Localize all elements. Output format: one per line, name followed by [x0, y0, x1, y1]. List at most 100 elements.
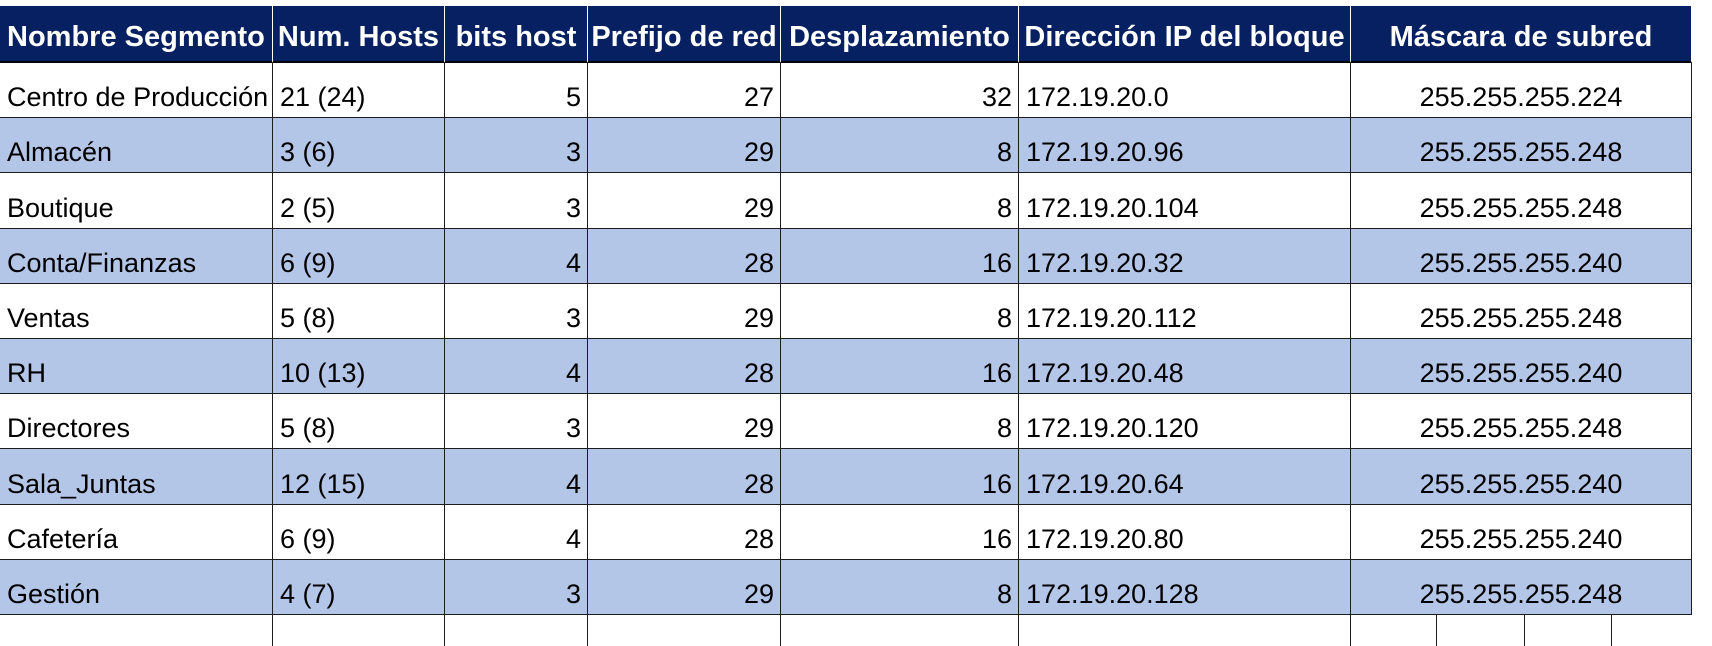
cell-segment-name[interactable]: Gestión: [0, 559, 273, 615]
cell-bits-host[interactable]: 4: [445, 504, 588, 560]
cell-segment-name[interactable]: Ventas: [0, 283, 273, 339]
cell-text: 6 (9): [280, 523, 336, 554]
header-cell-subnet-mask[interactable]: Máscara de subred: [1351, 6, 1692, 63]
cell-text: 28: [743, 468, 774, 499]
cell-offset[interactable]: 16: [781, 339, 1019, 395]
cell-bits-host[interactable]: 3: [445, 283, 588, 339]
cell-offset[interactable]: 8: [781, 559, 1019, 615]
cell-network-prefix[interactable]: 29: [588, 118, 781, 174]
cell-num-hosts[interactable]: 2 (5): [273, 173, 445, 229]
cell-text: Desplazamiento: [789, 21, 1010, 53]
cell-bits-host[interactable]: 3: [445, 559, 588, 615]
cell-network-prefix[interactable]: 28: [588, 504, 781, 560]
cell-num-hosts[interactable]: 12 (15): [273, 449, 445, 505]
cell-network-prefix[interactable]: 29: [588, 283, 781, 339]
cell-num-hosts[interactable]: 6 (9): [273, 504, 445, 560]
empty-cell[interactable]: [781, 615, 1019, 646]
table-row: Sala_Juntas 12 (15) 4 28 16 172.19.20.64 255.2…: [0, 449, 1712, 505]
cell-text: 5 (8): [280, 302, 336, 333]
cell-network-prefix[interactable]: 27: [588, 63, 781, 119]
empty-cell[interactable]: [1525, 615, 1612, 646]
cell-num-hosts[interactable]: 21 (24): [273, 63, 445, 119]
empty-cell[interactable]: [1437, 615, 1525, 646]
cell-text: 2 (5): [280, 192, 336, 223]
cell-offset[interactable]: 16: [781, 504, 1019, 560]
cell-segment-name[interactable]: RH: [0, 339, 273, 395]
cell-subnet-mask[interactable]: 255.255.255.240: [1351, 449, 1692, 505]
cell-text: 8: [996, 302, 1012, 333]
cell-block-ip[interactable]: 172.19.20.32: [1019, 228, 1351, 284]
header-cell-block-ip[interactable]: Dirección IP del bloque: [1019, 6, 1351, 63]
cell-segment-name[interactable]: Conta/Finanzas: [0, 228, 273, 284]
cell-subnet-mask[interactable]: 255.255.255.248: [1351, 394, 1692, 450]
empty-cell[interactable]: [273, 615, 445, 646]
cell-subnet-mask[interactable]: 255.255.255.248: [1351, 173, 1692, 229]
cell-num-hosts[interactable]: 4 (7): [273, 559, 445, 615]
cell-subnet-mask[interactable]: 255.255.255.224: [1351, 63, 1692, 119]
cell-segment-name[interactable]: Sala_Juntas: [0, 449, 273, 505]
cell-segment-name[interactable]: Directores: [0, 394, 273, 450]
cell-block-ip[interactable]: 172.19.20.120: [1019, 394, 1351, 450]
cell-block-ip[interactable]: 172.19.20.48: [1019, 339, 1351, 395]
empty-cell[interactable]: [0, 615, 273, 646]
cell-block-ip[interactable]: 172.19.20.112: [1019, 283, 1351, 339]
cell-offset[interactable]: 16: [781, 449, 1019, 505]
empty-cell[interactable]: [588, 615, 781, 646]
cell-network-prefix[interactable]: 28: [588, 449, 781, 505]
cell-offset[interactable]: 32: [781, 63, 1019, 119]
cell-offset[interactable]: 8: [781, 283, 1019, 339]
cell-block-ip[interactable]: 172.19.20.80: [1019, 504, 1351, 560]
cell-text: 29: [743, 137, 774, 168]
cell-network-prefix[interactable]: 28: [588, 228, 781, 284]
header-cell-network-prefix[interactable]: Prefijo de red: [588, 6, 781, 63]
cell-subnet-mask[interactable]: 255.255.255.248: [1351, 283, 1692, 339]
cell-bits-host[interactable]: 4: [445, 449, 588, 505]
empty-cell[interactable]: [1351, 615, 1437, 646]
cell-text: 27: [743, 82, 774, 113]
cell-segment-name[interactable]: Almacén: [0, 118, 273, 174]
cell-subnet-mask[interactable]: 255.255.255.248: [1351, 559, 1692, 615]
cell-offset[interactable]: 16: [781, 228, 1019, 284]
cell-network-prefix[interactable]: 29: [588, 394, 781, 450]
cell-offset[interactable]: 8: [781, 173, 1019, 229]
cell-block-ip[interactable]: 172.19.20.0: [1019, 63, 1351, 119]
cell-text: Centro de Producción: [7, 82, 269, 113]
cell-network-prefix[interactable]: 29: [588, 559, 781, 615]
cell-block-ip[interactable]: 172.19.20.128: [1019, 559, 1351, 615]
cell-subnet-mask[interactable]: 255.255.255.240: [1351, 504, 1692, 560]
cell-num-hosts[interactable]: 5 (8): [273, 283, 445, 339]
cell-block-ip[interactable]: 172.19.20.104: [1019, 173, 1351, 229]
table-row: Boutique 2 (5) 3 29 8 172.19.20.104 255.255.25…: [0, 173, 1712, 229]
cell-bits-host[interactable]: 3: [445, 173, 588, 229]
cell-text: 172.19.20.96: [1026, 137, 1184, 168]
cell-block-ip[interactable]: 172.19.20.96: [1019, 118, 1351, 174]
cell-segment-name[interactable]: Cafetería: [0, 504, 273, 560]
cell-text: Conta/Finanzas: [7, 247, 197, 278]
cell-bits-host[interactable]: 3: [445, 118, 588, 174]
header-cell-bits-host[interactable]: bits host: [445, 6, 588, 63]
header-cell-offset[interactable]: Desplazamiento: [781, 6, 1019, 63]
cell-segment-name[interactable]: Boutique: [0, 173, 273, 229]
cell-bits-host[interactable]: 4: [445, 228, 588, 284]
cell-bits-host[interactable]: 3: [445, 394, 588, 450]
header-cell-segment-name[interactable]: Nombre Segmento: [0, 6, 273, 63]
cell-subnet-mask[interactable]: 255.255.255.240: [1351, 339, 1692, 395]
cell-network-prefix[interactable]: 29: [588, 173, 781, 229]
cell-bits-host[interactable]: 4: [445, 339, 588, 395]
cell-num-hosts[interactable]: 3 (6): [273, 118, 445, 174]
cell-subnet-mask[interactable]: 255.255.255.240: [1351, 228, 1692, 284]
cell-offset[interactable]: 8: [781, 118, 1019, 174]
cell-network-prefix[interactable]: 28: [588, 339, 781, 395]
empty-row: [0, 615, 1712, 646]
cell-block-ip[interactable]: 172.19.20.64: [1019, 449, 1351, 505]
cell-subnet-mask[interactable]: 255.255.255.248: [1351, 118, 1692, 174]
empty-cell[interactable]: [445, 615, 588, 646]
cell-segment-name[interactable]: Centro de Producción: [0, 63, 273, 119]
header-cell-num-hosts[interactable]: Num. Hosts: [273, 6, 445, 63]
cell-num-hosts[interactable]: 6 (9): [273, 228, 445, 284]
cell-offset[interactable]: 8: [781, 394, 1019, 450]
cell-num-hosts[interactable]: 10 (13): [273, 339, 445, 395]
cell-num-hosts[interactable]: 5 (8): [273, 394, 445, 450]
cell-bits-host[interactable]: 5: [445, 63, 588, 119]
empty-cell[interactable]: [1019, 615, 1351, 646]
